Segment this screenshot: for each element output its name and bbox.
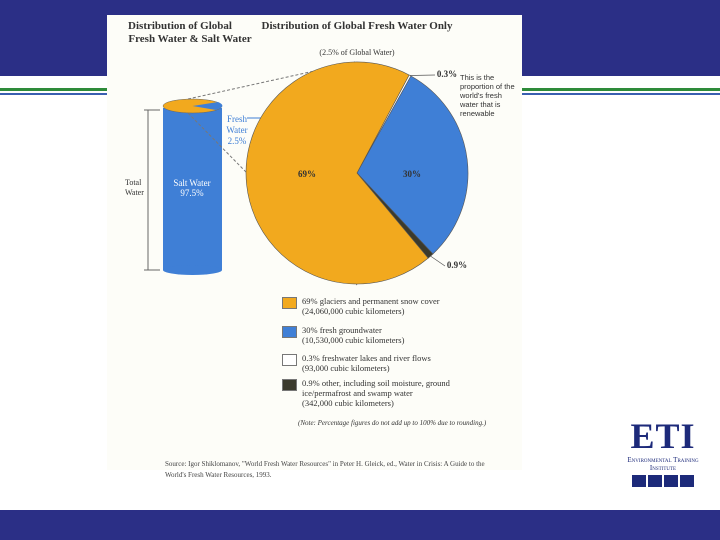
legend-detail: (24,060,000 cubic kilometers) xyxy=(302,306,405,316)
value-label: 0.9% xyxy=(447,260,467,270)
pie-slice xyxy=(245,61,429,285)
logo: ETI Environmental Training Institute xyxy=(623,418,703,487)
source: Source: Igor Shiklomanov, "World Fresh W… xyxy=(165,460,485,479)
legend-swatch xyxy=(282,354,297,366)
pie-slice xyxy=(356,75,469,255)
legend-label: 0.3% freshwater lakes and river flows (93… xyxy=(302,353,462,373)
legend-swatch xyxy=(282,297,297,309)
logo-icons xyxy=(623,475,703,487)
value-label: 0.3% xyxy=(437,69,457,79)
chart-title: Distribution of Global Fresh Water Only xyxy=(262,20,453,32)
logo-icon xyxy=(664,475,678,487)
note: (Note: Percentage figures do not add up … xyxy=(298,419,487,427)
logo-name: Environmental Training Institute xyxy=(627,456,699,472)
legend-label: 69% glaciers and permanent snow cover (24… xyxy=(302,296,462,316)
legend-detail: (342,000 cubic kilometers) xyxy=(302,398,394,408)
cylinder-body xyxy=(163,108,222,270)
logo-icon xyxy=(680,475,694,487)
value-label: 30% xyxy=(403,169,421,179)
fresh-label: Fresh Water 2.5% xyxy=(226,114,248,146)
bottom-band xyxy=(0,510,720,540)
legend-detail: (10,530,000 cubic kilometers) xyxy=(302,335,405,345)
logo-icon xyxy=(632,475,646,487)
legend-swatch xyxy=(282,379,297,391)
total-label: Total Water xyxy=(125,178,144,197)
leader-line xyxy=(430,255,446,267)
cylinder-fresh-slice xyxy=(192,102,223,110)
legend-swatch xyxy=(282,326,297,338)
logo-mark: ETI xyxy=(630,416,696,456)
legend-detail: (93,000 cubic kilometers) xyxy=(302,363,390,373)
legend-label: 0.9% other, including soil moisture, gro… xyxy=(302,378,462,408)
cylinder-base xyxy=(163,265,222,275)
value-label: 69% xyxy=(298,169,316,179)
legend-label: 30% fresh groundwater (10,530,000 cubic k… xyxy=(302,325,462,345)
chart: Distribution of Global Fresh Water & Salt… xyxy=(128,20,469,286)
chart-subtitle: (2.5% of Global Water) xyxy=(319,48,395,57)
annotation: This is the proportion of the world's fr… xyxy=(460,73,515,118)
logo-icon xyxy=(648,475,662,487)
salt-label: Salt Water 97.5% xyxy=(173,178,211,198)
cylinder-title: Distribution of Global Fresh Water & Salt… xyxy=(128,20,252,45)
